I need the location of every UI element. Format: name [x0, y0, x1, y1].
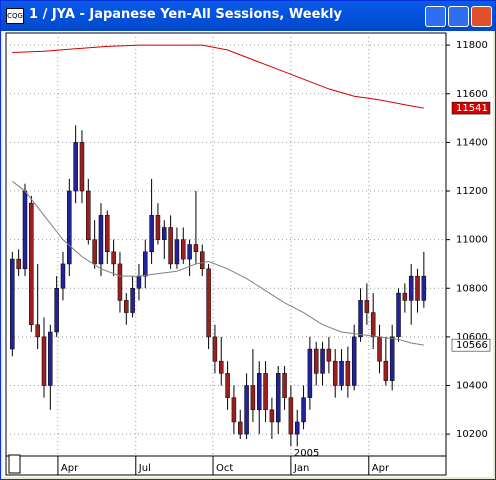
- candle-body: [41, 336, 47, 386]
- y-tick-label: 11000: [456, 235, 488, 246]
- year-label: 2005: [294, 448, 319, 459]
- candle-body: [282, 373, 287, 398]
- candle-body: [332, 360, 338, 386]
- candle-body: [168, 227, 173, 265]
- candle-body: [396, 292, 401, 338]
- candle-body: [237, 421, 243, 435]
- candle-body: [136, 275, 142, 289]
- maximize-button[interactable]: [448, 6, 469, 27]
- candle-body: [313, 348, 319, 374]
- app-icon: CQG: [6, 8, 24, 24]
- candle-body: [421, 275, 427, 301]
- candle-body: [143, 251, 148, 277]
- last-value-box: [451, 101, 491, 115]
- y-tick-label: 11400: [456, 137, 488, 148]
- candle-body: [364, 300, 370, 313]
- candle-body: [256, 373, 262, 411]
- candle-body: [98, 215, 104, 265]
- candle-body: [149, 215, 154, 253]
- candle-body: [212, 336, 218, 362]
- candle-body: [326, 348, 332, 362]
- candle-body: [294, 421, 300, 435]
- candle-body: [130, 288, 135, 313]
- x-tick-label: Apr: [372, 463, 390, 474]
- y-tick-label: 11200: [456, 186, 488, 197]
- x-tick-label: Oct: [216, 463, 233, 474]
- candle-body: [29, 202, 34, 325]
- candle-body: [162, 227, 167, 240]
- candle-body: [377, 336, 382, 362]
- candle-body: [111, 251, 116, 265]
- candle-body: [219, 360, 224, 374]
- candle-body: [174, 239, 180, 265]
- candle-body: [263, 373, 268, 411]
- candle-body: [124, 300, 129, 313]
- candle-body: [60, 263, 66, 289]
- time-axis-frame: [5, 455, 447, 476]
- candle-body: [92, 239, 97, 265]
- candle-body: [358, 300, 363, 338]
- candle-body: [288, 397, 294, 435]
- candle-body: [86, 190, 91, 240]
- candle-body: [105, 215, 110, 253]
- candle-body: [339, 360, 344, 386]
- minimize-button[interactable]: [425, 6, 446, 27]
- x-tick-label: Apr: [61, 463, 79, 474]
- y-tick-label: 10800: [456, 283, 488, 294]
- candle-body: [275, 373, 281, 423]
- y-tick-label: 10400: [456, 381, 488, 392]
- candle-body: [244, 385, 249, 435]
- candle-body: [67, 190, 72, 265]
- candle-body: [389, 336, 395, 381]
- candle-body: [307, 348, 313, 398]
- x-tick-label: Jul: [138, 463, 151, 474]
- close-button[interactable]: [471, 6, 492, 27]
- y-tick-label: 10200: [456, 429, 488, 440]
- candle-body: [301, 397, 306, 423]
- candle-body: [187, 244, 192, 260]
- candle-body: [320, 348, 325, 374]
- candle-body: [200, 251, 205, 270]
- candle-body: [10, 258, 15, 350]
- candle-body: [370, 312, 376, 338]
- candle-body: [35, 324, 40, 338]
- candle-body: [16, 258, 21, 270]
- candle-body: [415, 275, 420, 301]
- last-value-label: 11541: [456, 103, 488, 114]
- scroll-box[interactable]: [8, 454, 21, 474]
- candle-body: [345, 360, 351, 386]
- chart: 10200 10400 10600 10800 11000 11200 11400 11600…: [3, 31, 493, 477]
- y-tick-label: 11600: [456, 89, 488, 100]
- candle-body: [383, 360, 389, 381]
- last-value-box: [451, 338, 491, 352]
- candle-body: [206, 268, 211, 338]
- candle-body: [351, 336, 357, 386]
- candle-body: [193, 244, 199, 253]
- candle-body: [79, 142, 85, 192]
- moving-average-line: [12, 44, 424, 109]
- candle-body: [225, 373, 230, 398]
- candle-body: [231, 397, 237, 423]
- candle-body: [54, 288, 59, 333]
- x-tick-label: Jan: [293, 463, 309, 474]
- candle-body: [73, 142, 78, 192]
- last-value-label: 10566: [456, 340, 488, 351]
- y-tick-label: 11800: [456, 40, 488, 51]
- candle-body: [402, 292, 408, 301]
- candle-body: [48, 331, 53, 386]
- moving-average-line: [12, 180, 424, 346]
- candle-body: [181, 239, 186, 260]
- candle-body: [155, 215, 161, 240]
- candle-body: [408, 275, 414, 301]
- y-tick-label: 10600: [456, 332, 488, 343]
- candle-body: [22, 190, 28, 270]
- candle-body: [269, 409, 275, 423]
- candle-body: [250, 385, 256, 411]
- candle-body: [117, 263, 123, 301]
- window-title: 1 / JYA - Japanese Yen-All Sessions, Wee…: [29, 7, 342, 22]
- title-bar: CQG 1 / JYA - Japanese Yen-All Sessions,…: [1, 1, 495, 31]
